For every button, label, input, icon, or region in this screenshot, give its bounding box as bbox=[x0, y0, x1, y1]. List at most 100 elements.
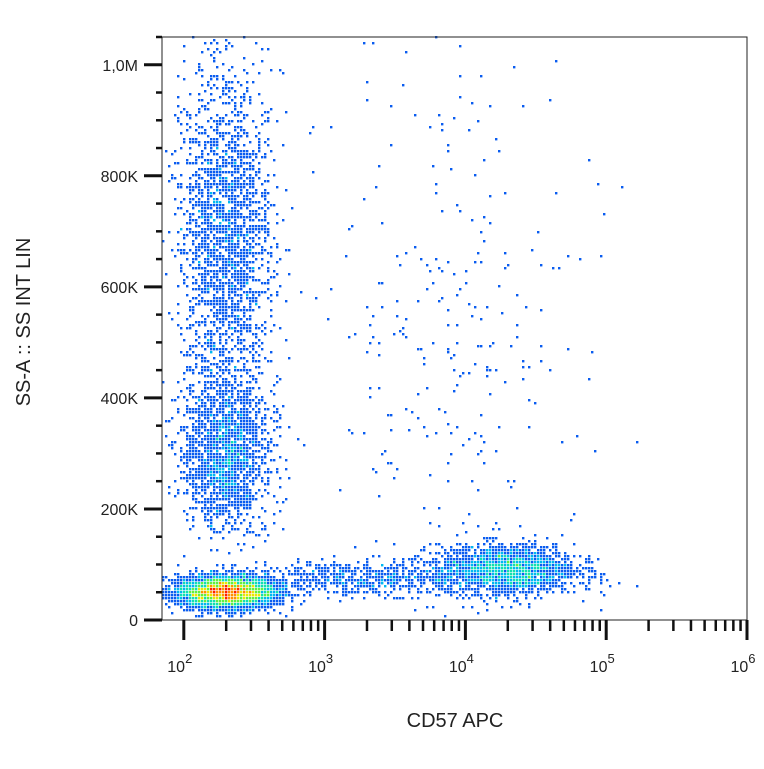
density-cell bbox=[201, 432, 204, 435]
density-cell bbox=[243, 195, 246, 198]
density-cell bbox=[162, 381, 165, 384]
density-cell bbox=[468, 546, 471, 549]
density-cell bbox=[429, 543, 432, 546]
density-cell bbox=[222, 180, 225, 183]
density-cell bbox=[198, 324, 201, 327]
density-cell bbox=[255, 213, 258, 216]
density-cell bbox=[234, 210, 237, 213]
density-cell bbox=[243, 279, 246, 282]
density-cell bbox=[252, 588, 255, 591]
density-cell bbox=[237, 273, 240, 276]
density-cell bbox=[216, 420, 219, 423]
density-cell bbox=[501, 564, 504, 567]
density-cell bbox=[564, 570, 567, 573]
density-cell bbox=[243, 327, 246, 330]
density-cell bbox=[429, 474, 432, 477]
density-cell bbox=[180, 603, 183, 606]
density-cell bbox=[204, 609, 207, 612]
density-cell bbox=[468, 564, 471, 567]
density-cell bbox=[273, 582, 276, 585]
density-cell bbox=[216, 384, 219, 387]
density-cell bbox=[216, 444, 219, 447]
density-cell bbox=[201, 69, 204, 72]
density-cell bbox=[195, 507, 198, 510]
density-cell bbox=[522, 585, 525, 588]
density-cell bbox=[198, 471, 201, 474]
density-cell bbox=[480, 582, 483, 585]
density-cell bbox=[507, 588, 510, 591]
density-cell bbox=[318, 579, 321, 582]
density-cell bbox=[264, 471, 267, 474]
density-cell bbox=[204, 369, 207, 372]
density-cell bbox=[408, 582, 411, 585]
density-cell bbox=[528, 552, 531, 555]
density-cell bbox=[216, 255, 219, 258]
density-cell bbox=[219, 306, 222, 309]
density-cell bbox=[240, 111, 243, 114]
density-cell bbox=[255, 381, 258, 384]
density-cell bbox=[567, 348, 570, 351]
density-cell bbox=[255, 423, 258, 426]
density-cell bbox=[252, 165, 255, 168]
density-cell bbox=[231, 468, 234, 471]
density-cell bbox=[444, 576, 447, 579]
density-cell bbox=[231, 165, 234, 168]
density-cell bbox=[372, 576, 375, 579]
density-cell bbox=[246, 486, 249, 489]
density-cell bbox=[318, 582, 321, 585]
density-cell bbox=[195, 288, 198, 291]
density-cell bbox=[309, 573, 312, 576]
density-cell bbox=[534, 570, 537, 573]
density-cell bbox=[174, 162, 177, 165]
density-cell bbox=[297, 567, 300, 570]
density-cell bbox=[243, 465, 246, 468]
density-cell bbox=[192, 492, 195, 495]
density-cell bbox=[390, 573, 393, 576]
density-cell bbox=[258, 93, 261, 96]
density-cell bbox=[228, 606, 231, 609]
density-cell bbox=[399, 330, 402, 333]
density-cell bbox=[240, 594, 243, 597]
density-cell bbox=[237, 588, 240, 591]
density-cell bbox=[402, 576, 405, 579]
density-cell bbox=[207, 225, 210, 228]
density-cell bbox=[195, 567, 198, 570]
density-cell bbox=[192, 603, 195, 606]
density-cell bbox=[234, 606, 237, 609]
density-cell bbox=[186, 591, 189, 594]
density-cell bbox=[354, 567, 357, 570]
density-cell bbox=[246, 177, 249, 180]
density-cell bbox=[231, 573, 234, 576]
density-cell bbox=[225, 195, 228, 198]
density-cell bbox=[180, 207, 183, 210]
density-cell bbox=[558, 552, 561, 555]
density-cell bbox=[216, 411, 219, 414]
density-cell bbox=[186, 327, 189, 330]
density-cell bbox=[231, 231, 234, 234]
density-cell bbox=[231, 375, 234, 378]
density-cell bbox=[201, 84, 204, 87]
density-cell bbox=[237, 336, 240, 339]
density-cell bbox=[369, 570, 372, 573]
density-cell bbox=[261, 477, 264, 480]
density-cell bbox=[204, 222, 207, 225]
density-cell bbox=[417, 597, 420, 600]
density-cell bbox=[378, 591, 381, 594]
density-cell bbox=[234, 285, 237, 288]
density-cell bbox=[177, 324, 180, 327]
density-cell bbox=[210, 339, 213, 342]
density-cell bbox=[276, 246, 279, 249]
density-cell bbox=[222, 495, 225, 498]
density-cell bbox=[213, 210, 216, 213]
density-cell bbox=[195, 570, 198, 573]
density-cell bbox=[210, 174, 213, 177]
density-cell bbox=[198, 177, 201, 180]
density-cell bbox=[261, 156, 264, 159]
density-cell bbox=[243, 498, 246, 501]
density-cell bbox=[186, 609, 189, 612]
density-cell bbox=[234, 141, 237, 144]
density-cell bbox=[180, 327, 183, 330]
density-cell bbox=[312, 126, 315, 129]
density-cell bbox=[447, 573, 450, 576]
density-cell bbox=[210, 279, 213, 282]
